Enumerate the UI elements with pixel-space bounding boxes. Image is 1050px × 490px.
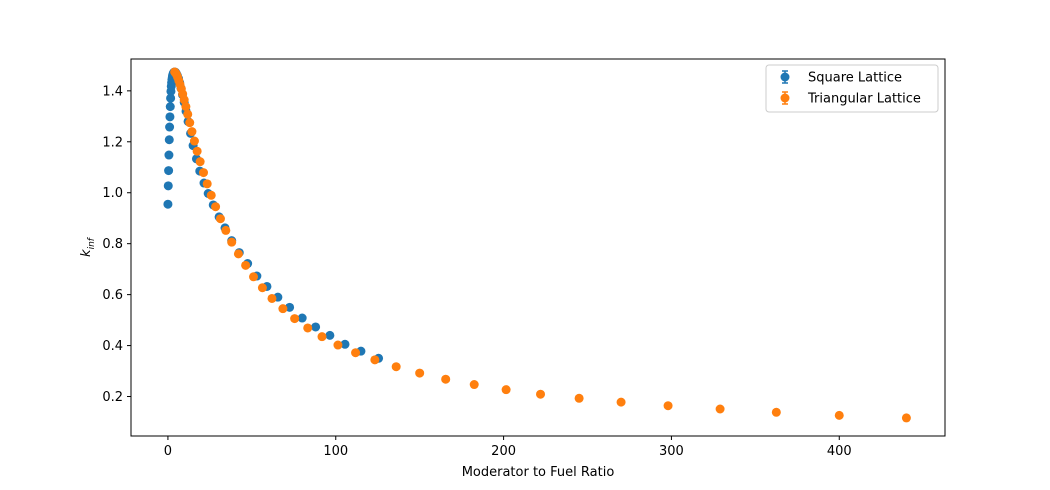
data-point bbox=[317, 332, 327, 342]
x-tick-label: 0 bbox=[164, 444, 172, 459]
data-point bbox=[165, 112, 175, 122]
data-point bbox=[771, 407, 781, 417]
data-point bbox=[441, 374, 451, 384]
data-point bbox=[311, 322, 321, 332]
data-point bbox=[901, 413, 911, 423]
data-point bbox=[391, 362, 401, 372]
data-point bbox=[185, 118, 195, 128]
y-tick-label: 0.6 bbox=[102, 288, 123, 303]
data-point bbox=[241, 260, 251, 270]
legend-label: Triangular Lattice bbox=[807, 92, 921, 107]
data-point bbox=[370, 355, 380, 365]
legend-box bbox=[765, 64, 939, 113]
data-point bbox=[165, 102, 175, 112]
data-point bbox=[303, 323, 313, 333]
data-point bbox=[221, 225, 231, 235]
data-point bbox=[297, 313, 307, 323]
data-point bbox=[195, 157, 205, 167]
data-point bbox=[163, 199, 173, 209]
data-point bbox=[663, 401, 673, 411]
series-1 bbox=[170, 67, 911, 423]
x-tick-label: 200 bbox=[491, 444, 516, 459]
data-point bbox=[325, 330, 335, 340]
data-point bbox=[211, 202, 221, 212]
x-axis-label: Moderator to Fuel Ratio bbox=[462, 465, 615, 480]
data-point bbox=[166, 93, 176, 103]
x-tick-label: 100 bbox=[323, 444, 348, 459]
data-point bbox=[206, 190, 216, 200]
data-point bbox=[164, 150, 174, 160]
data-point bbox=[165, 122, 175, 132]
y-tick-label: 0.4 bbox=[102, 339, 123, 354]
data-point bbox=[202, 179, 212, 189]
data-point bbox=[290, 314, 300, 324]
data-point bbox=[616, 397, 626, 407]
x-axis-ticks: 0 100 200 300 400 bbox=[164, 436, 852, 459]
legend-label: Square Lattice bbox=[808, 71, 902, 86]
data-point bbox=[187, 127, 197, 137]
axes-frame bbox=[130, 58, 946, 437]
data-point bbox=[164, 166, 174, 176]
data-point bbox=[199, 168, 208, 178]
data-points bbox=[163, 67, 911, 423]
data-point bbox=[415, 368, 425, 378]
data-point bbox=[215, 214, 225, 224]
data-point bbox=[181, 102, 191, 112]
y-tick-label: 1.2 bbox=[102, 135, 123, 150]
data-point bbox=[333, 340, 343, 350]
y-tick-label: 1.4 bbox=[102, 84, 123, 99]
y-tick-label: 0.2 bbox=[102, 390, 123, 405]
data-point bbox=[715, 404, 725, 414]
series-0 bbox=[163, 67, 384, 363]
data-point bbox=[501, 385, 511, 395]
data-point bbox=[179, 95, 189, 105]
y-tick-label: 1.0 bbox=[102, 186, 123, 201]
data-point bbox=[536, 389, 546, 399]
data-point bbox=[189, 136, 199, 146]
legend: Square Lattice Triangular Lattice bbox=[765, 64, 939, 113]
legend-marker bbox=[780, 93, 790, 103]
data-point bbox=[285, 302, 295, 312]
y-axis-label: kinf bbox=[79, 236, 97, 257]
data-point bbox=[351, 348, 361, 358]
y-axis-ticks: 0.2 0.4 0.6 0.8 1.0 1.2 1.4 bbox=[102, 84, 131, 405]
data-point bbox=[183, 109, 193, 119]
data-point bbox=[192, 146, 202, 156]
legend-item: Triangular Lattice bbox=[780, 91, 921, 107]
y-axis-label-base: k bbox=[79, 249, 94, 257]
legend-marker bbox=[780, 72, 790, 82]
legend-item: Square Lattice bbox=[780, 70, 902, 86]
data-point bbox=[574, 393, 584, 403]
data-point bbox=[227, 237, 237, 247]
data-point bbox=[834, 410, 844, 420]
data-point bbox=[340, 339, 350, 349]
x-tick-label: 300 bbox=[659, 444, 684, 459]
y-axis-label-subscript: inf bbox=[87, 236, 97, 249]
y-tick-label: 0.8 bbox=[102, 237, 123, 252]
data-point bbox=[249, 272, 259, 282]
data-point bbox=[469, 380, 479, 390]
data-point bbox=[257, 283, 267, 293]
data-point bbox=[164, 135, 174, 145]
data-point bbox=[267, 293, 277, 303]
x-tick-label: 400 bbox=[827, 444, 852, 459]
data-point bbox=[233, 249, 243, 259]
data-point bbox=[278, 304, 288, 314]
data-point bbox=[163, 181, 173, 191]
